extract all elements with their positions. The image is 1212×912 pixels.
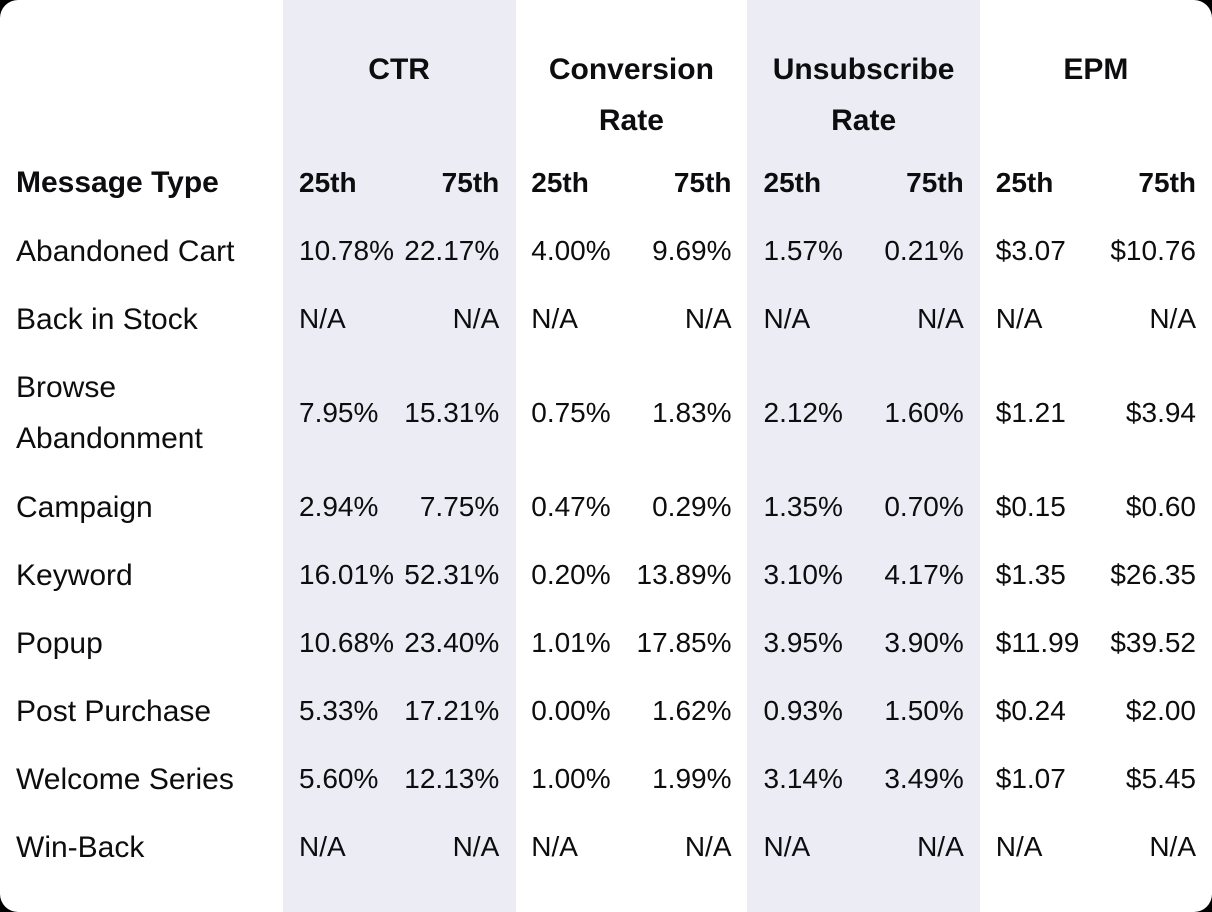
cell-browse-abandonment-epm-75th: $3.94 [1125, 397, 1196, 428]
cell-back-in-stock-epm-25th: N/A [995, 303, 1043, 334]
row-label-keyword: Keyword [16, 558, 133, 592]
subcolumn-header-unsubscribe-25th: 25th [763, 167, 822, 198]
cell-popup-conversion-75th: 17.85% [636, 627, 732, 658]
cell-popup-ctr-75th: 23.40% [404, 627, 500, 658]
cell-welcome-series-unsubscribe-25th: 3.14% [763, 763, 843, 794]
row-label-browse-abandonment: Browse Abandonment [16, 371, 203, 455]
benchmarks-table: CTR Conversion Rate Unsubscribe Rate EPM… [0, 0, 1196, 864]
cell-back-in-stock-ctr-25th: N/A [299, 303, 346, 334]
cell-win-back-epm-25th: N/A [995, 831, 1043, 862]
cell-post-purchase-unsubscribe-75th: 1.50% [884, 695, 964, 726]
cell-campaign-unsubscribe-75th: 0.70% [884, 491, 964, 522]
column-group-header-conversion-rate: Conversion Rate [548, 53, 714, 137]
cell-post-purchase-epm-25th: $0.24 [995, 695, 1066, 726]
cell-win-back-conversion-25th: N/A [531, 831, 578, 862]
subcolumn-header-ctr-25th: 25th [299, 167, 357, 198]
unsubscribe-column-band [747, 0, 980, 912]
cell-win-back-unsubscribe-75th: N/A [917, 831, 964, 862]
cell-back-in-stock-unsubscribe-25th: N/A [763, 303, 811, 334]
ctr-column-band [283, 0, 516, 912]
row-label-back-in-stock: Back in Stock [16, 302, 198, 336]
cell-win-back-epm-75th: N/A [1149, 831, 1196, 862]
header-spacer [0, 0, 283, 149]
cell-abandoned-cart-ctr-75th: 22.17% [404, 235, 500, 266]
row-label-abandoned-cart: Abandoned Cart [16, 234, 235, 268]
column-group-header-epm: EPM [1063, 53, 1129, 86]
cell-campaign-unsubscribe-25th: 1.35% [763, 491, 843, 522]
cell-back-in-stock-conversion-25th: N/A [531, 303, 578, 334]
cell-keyword-conversion-75th: 13.89% [636, 559, 732, 590]
cell-abandoned-cart-unsubscribe-75th: 0.21% [884, 235, 964, 266]
cell-welcome-series-ctr-25th: 5.60% [299, 763, 379, 794]
cell-post-purchase-ctr-25th: 5.33% [299, 695, 379, 726]
row-label-welcome-series: Welcome Series [16, 762, 234, 796]
cell-abandoned-cart-epm-25th: $3.07 [995, 235, 1066, 266]
cell-post-purchase-unsubscribe-25th: 0.93% [763, 695, 843, 726]
cell-popup-unsubscribe-25th: 3.95% [763, 627, 843, 658]
cell-win-back-unsubscribe-25th: N/A [763, 831, 811, 862]
row-label-popup: Popup [16, 626, 103, 660]
cell-campaign-ctr-75th: 7.75% [419, 491, 500, 522]
cell-welcome-series-epm-75th: $5.45 [1125, 763, 1196, 794]
cell-campaign-ctr-25th: 2.94% [299, 491, 379, 522]
cell-keyword-ctr-75th: 52.31% [404, 559, 500, 590]
cell-abandoned-cart-ctr-25th: 10.78% [299, 235, 394, 266]
column-group-header-ctr: CTR [368, 53, 430, 86]
cell-browse-abandonment-unsubscribe-25th: 2.12% [763, 397, 843, 428]
subcolumn-header-epm-75th: 75th [1138, 167, 1196, 198]
cell-campaign-epm-25th: $0.15 [995, 491, 1066, 522]
cell-browse-abandonment-ctr-75th: 15.31% [404, 397, 500, 428]
cell-browse-abandonment-conversion-75th: 1.83% [652, 397, 732, 428]
cell-campaign-conversion-75th: 0.29% [652, 491, 732, 522]
cell-popup-epm-75th: $39.52 [1110, 627, 1196, 658]
cell-browse-abandonment-conversion-25th: 0.75% [531, 397, 611, 428]
subcolumn-header-conversion-25th: 25th [531, 167, 589, 198]
cell-win-back-conversion-75th: N/A [684, 831, 732, 862]
cell-browse-abandonment-epm-25th: $1.21 [995, 397, 1066, 428]
cell-abandoned-cart-conversion-75th: 9.69% [652, 235, 732, 266]
cell-campaign-epm-75th: $0.60 [1125, 491, 1196, 522]
cell-abandoned-cart-conversion-25th: 4.00% [531, 235, 611, 266]
cell-welcome-series-unsubscribe-75th: 3.49% [884, 763, 964, 794]
subcolumn-header-unsubscribe-75th: 75th [906, 167, 964, 198]
cell-keyword-epm-25th: $1.35 [995, 559, 1066, 590]
cell-popup-unsubscribe-75th: 3.90% [884, 627, 964, 658]
cell-popup-conversion-25th: 1.01% [531, 627, 611, 658]
cell-keyword-unsubscribe-75th: 4.17% [884, 559, 964, 590]
cell-welcome-series-conversion-25th: 1.00% [531, 763, 611, 794]
cell-browse-abandonment-unsubscribe-75th: 1.60% [884, 397, 964, 428]
cell-welcome-series-ctr-75th: 12.13% [404, 763, 500, 794]
subcolumn-header-conversion-75th: 75th [673, 167, 732, 198]
column-group-header-unsubscribe-rate: Unsubscribe Rate [772, 53, 955, 137]
cell-campaign-conversion-25th: 0.47% [531, 491, 611, 522]
row-header-message-type: Message Type [16, 166, 219, 199]
row-label-campaign: Campaign [16, 490, 153, 524]
cell-keyword-unsubscribe-25th: 3.10% [763, 559, 843, 590]
cell-popup-ctr-25th: 10.68% [299, 627, 394, 658]
cell-abandoned-cart-unsubscribe-25th: 1.57% [763, 235, 843, 266]
cell-win-back-ctr-75th: N/A [452, 831, 500, 862]
cell-welcome-series-conversion-75th: 1.99% [652, 763, 732, 794]
cell-post-purchase-conversion-75th: 1.62% [652, 695, 732, 726]
cell-keyword-conversion-25th: 0.20% [531, 559, 611, 590]
cell-back-in-stock-unsubscribe-75th: N/A [917, 303, 964, 334]
cell-back-in-stock-epm-75th: N/A [1149, 303, 1196, 334]
cell-welcome-series-epm-25th: $1.07 [995, 763, 1066, 794]
row-label-win-back: Win-Back [16, 830, 145, 864]
cell-browse-abandonment-ctr-25th: 7.95% [299, 397, 379, 428]
cell-post-purchase-conversion-25th: 0.00% [531, 695, 611, 726]
cell-keyword-ctr-25th: 16.01% [299, 559, 394, 590]
cell-popup-epm-25th: $11.99 [995, 627, 1080, 658]
subcolumn-header-ctr-75th: 75th [441, 167, 500, 198]
cell-back-in-stock-conversion-75th: N/A [684, 303, 732, 334]
cell-back-in-stock-ctr-75th: N/A [452, 303, 500, 334]
cell-abandoned-cart-epm-75th: $10.76 [1110, 235, 1196, 266]
cell-post-purchase-epm-75th: $2.00 [1125, 695, 1196, 726]
row-label-post-purchase: Post Purchase [16, 694, 212, 728]
cell-post-purchase-ctr-75th: 17.21% [404, 695, 500, 726]
cell-keyword-epm-75th: $26.35 [1110, 559, 1196, 590]
subcolumn-header-epm-25th: 25th [995, 167, 1054, 198]
cell-win-back-ctr-25th: N/A [299, 831, 346, 862]
